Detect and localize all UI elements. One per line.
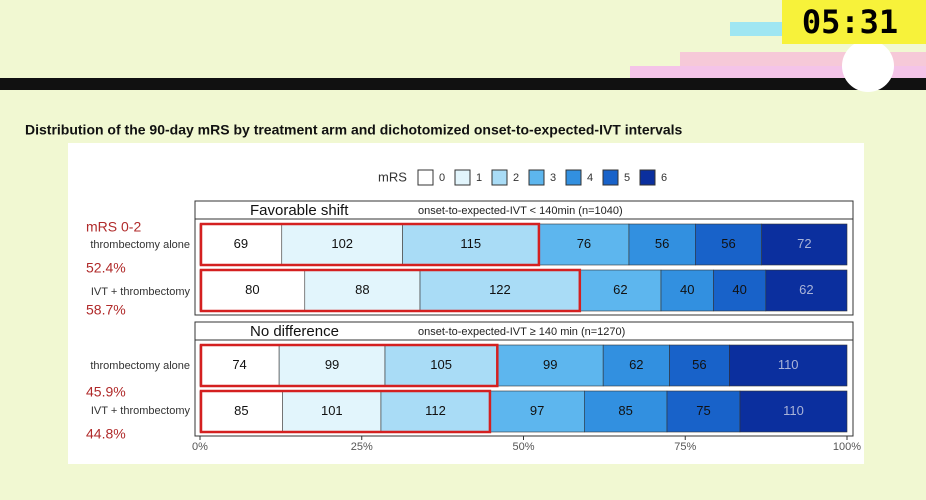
row-annotation: 58.7% [86,302,126,318]
bar-segment [729,344,848,387]
slide-title: Distribution of the 90-day mRS by treatm… [25,122,683,138]
bar-segment [384,344,498,387]
bar-segment [199,344,280,387]
segment-label: 105 [430,357,452,372]
bar-segment [602,344,670,387]
row-label: IVT + thrombectomy [91,286,191,298]
x-tick-label: 75% [674,441,696,453]
bar-segment [628,223,696,266]
segment-label: 88 [355,282,369,297]
legend-swatch [565,169,582,186]
segment-label: 76 [577,236,591,251]
bar-segment [739,390,848,433]
bar-segment [282,390,382,433]
segment-label: 62 [799,282,813,297]
bar-segment [538,223,630,266]
highlight-box [199,268,582,313]
segment-label: 62 [613,282,627,297]
bar-segment [281,223,403,266]
legend-swatch [602,169,619,186]
segment-label: 97 [530,403,544,418]
x-tick-label: 25% [351,441,373,453]
panel-label: Favorable shift [250,202,349,219]
segment-label: 112 [425,403,446,418]
row-label: IVT + thrombectomy [91,405,191,417]
segment-label: 85 [618,403,632,418]
timer: 05:31 [802,3,898,41]
heading: mRS 0-2 [86,219,141,235]
logo [842,40,894,92]
highlight-box [199,389,492,434]
bar-segment [666,390,741,433]
panel-label: No difference [250,323,339,340]
segment-label: 99 [543,357,557,372]
segment-label: 62 [629,357,643,372]
segment-label: 74 [232,357,246,372]
panel-subtitle: onset-to-expected-IVT < 140min (n=1040) [418,205,623,217]
legend-label: 3 [550,172,556,184]
segment-label: 85 [234,403,248,418]
x-tick-label: 100% [833,441,861,453]
bar-segment [765,269,848,312]
segment-label: 110 [783,403,804,418]
segment-label: 40 [732,282,746,297]
x-tick-label: 50% [512,441,534,453]
segment-label: 99 [325,357,339,372]
highlight-box [199,222,541,267]
legend-label: 5 [624,172,630,184]
row-label: thrombectomy alone [90,360,190,372]
segment-label: 102 [331,236,353,251]
legend-swatch [639,169,656,186]
header-bar [0,78,926,90]
panel-subtitle: onset-to-expected-IVT ≥ 140 min (n=1270) [418,326,625,338]
legend-label: 4 [587,172,593,184]
segment-label: 80 [245,282,259,297]
segment-label: 101 [321,403,343,418]
legend-label: 6 [661,172,667,184]
x-tick-label: 0% [192,441,208,453]
segment-label: 115 [460,236,481,251]
legend-swatch [491,169,508,186]
legend-title: mRS [378,169,407,184]
segment-label: 56 [721,236,735,251]
legend-swatch [454,169,471,186]
bar-segment [669,344,730,387]
bar-segment [199,269,306,312]
panel-frame [194,218,854,316]
bar-segment [695,223,762,266]
bar-segment [660,269,714,312]
segment-label: 110 [778,357,799,372]
legend-label: 1 [476,172,482,184]
segment-label: 72 [797,236,811,251]
row-annotation: 44.8% [86,426,126,442]
timer-box [782,0,926,44]
segment-label: 75 [696,403,710,418]
segment-label: 122 [489,282,511,297]
legend-label: 0 [439,172,445,184]
bar-segment [713,269,767,312]
row-annotation: 45.9% [86,384,126,400]
segment-label: 69 [234,236,248,251]
row-annotation: 52.4% [86,260,126,276]
bar-segment [761,223,848,266]
bar-segment [199,390,283,433]
bar-segment [496,344,604,387]
bar-segment [278,344,386,387]
bar-segment [419,269,581,312]
segment-label: 56 [655,236,669,251]
segment-label: 40 [680,282,694,297]
bar-segment [380,390,491,433]
row-label: thrombectomy alone [90,239,190,251]
segment-label: 56 [692,357,706,372]
legend-swatch [528,169,545,186]
legend-swatch [417,169,434,186]
bar-segment [304,269,421,312]
highlight-box [199,343,499,388]
legend-label: 2 [513,172,519,184]
bar-segment [579,269,662,312]
